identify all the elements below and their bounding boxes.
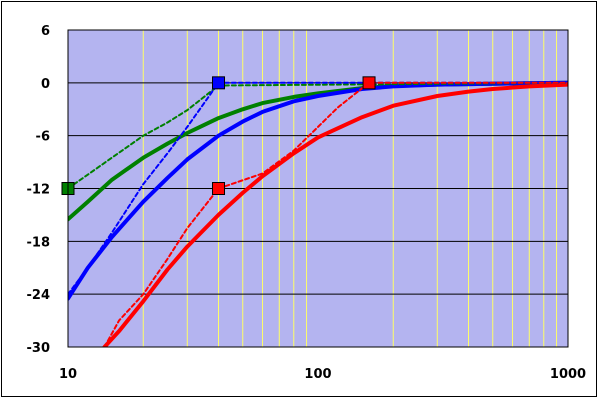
y-tick-label: -6: [36, 130, 50, 145]
y-tick-label: -30: [27, 341, 51, 356]
y-axis: 6 0 -6 -12 -18 -24 -30: [27, 24, 51, 356]
y-tick-label: 0: [41, 77, 50, 92]
red-square-marker: [362, 76, 376, 90]
blue-solid-series-line: [68, 80, 568, 301]
x-tick-label: 100: [304, 367, 331, 382]
y-tick-label: -12: [27, 183, 51, 198]
x-axis: 10 100 1000: [59, 367, 586, 382]
y-tick-label: -18: [27, 235, 51, 250]
x-tick-label: 10: [59, 367, 77, 382]
red-solid-series-line: [102, 82, 568, 347]
series-layer: [68, 80, 568, 347]
blue-square-marker: [212, 76, 226, 90]
red-square-marker: [212, 182, 226, 195]
y-tick-label: 6: [41, 24, 50, 39]
red-dashed-series-line: [103, 81, 568, 347]
x-tick-label: 1000: [550, 367, 586, 382]
y-tick-label: -24: [27, 288, 51, 303]
plot-border: [67, 29, 569, 348]
blue-dashed-series-line: [68, 81, 568, 296]
green-dashed-series-line: [68, 81, 568, 190]
